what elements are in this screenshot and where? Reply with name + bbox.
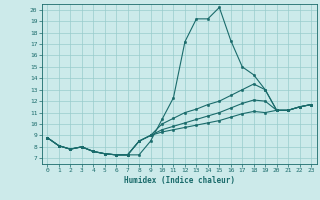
- X-axis label: Humidex (Indice chaleur): Humidex (Indice chaleur): [124, 176, 235, 185]
